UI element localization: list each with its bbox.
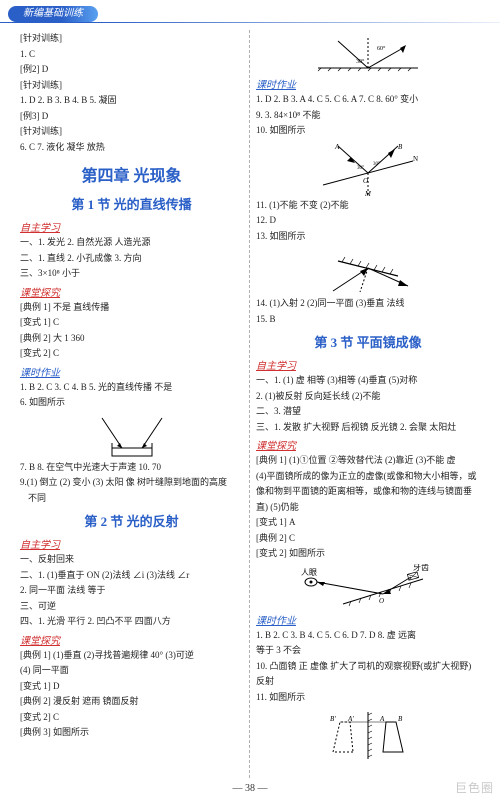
text-line: 11. (1)不能 不变 (2)不能 [256, 199, 480, 213]
text-line: 二、1. (1)垂直于 ON (2)法线 ∠i (3)法线 ∠r [20, 569, 243, 583]
svg-text:人眼: 人眼 [301, 568, 317, 577]
text-line: [典例 1] (1)①位置 ②等效替代法 (2)靠近 (3)不能 虚 [256, 454, 480, 468]
text-line: [典例 2] 漫反射 遮雨 镜面反射 [20, 695, 243, 709]
svg-text:30°: 30° [357, 166, 364, 171]
text-line: [例3] D [20, 110, 243, 124]
text-line: [典例 1] (1)垂直 (2)寻找普遍规律 40° (3)可逆 [20, 649, 243, 663]
ketang-label: 课堂探究 [256, 437, 480, 452]
header-title: 新编基础训练 [8, 6, 98, 22]
text-line: [变式 2] C [20, 347, 243, 361]
text-line: 像和物到平面镜的距离相等，或像和物的连线与镜面垂 [256, 485, 480, 499]
text-line: 2. 同一平面 法线 等于 [20, 584, 243, 598]
text-line: [典例 2] 大 1 360 [20, 332, 243, 346]
text-line: 直) (5)仍能 [256, 501, 480, 515]
text-line: 9.(1) 倒立 (2) 变小 (3) 太阳 像 树叶缝隙到地面的高度 [20, 476, 243, 490]
text-line: 6. 如图所示 [20, 396, 243, 410]
text-line: 1. B 2. C 3. B 4. C 5. C 6. D 7. D 8. 虚 … [256, 629, 480, 643]
text-line: [变式 2] 如图所示 [256, 547, 480, 561]
zizhu-label: 自主学习 [256, 357, 480, 372]
right-column: 30° 60° 课时作业 1. D 2. B 3. A 4. C 5. C 6.… [250, 30, 486, 778]
text-line: 11. 如图所示 [256, 691, 480, 705]
text-line: [针对训练] [20, 79, 243, 93]
text-line: 三、3×10⁸ 小于 [20, 267, 243, 281]
ketang-label: 课堂探究 [20, 284, 243, 299]
text-line: 二、1. 直线 2. 小孔成像 3. 方向 [20, 252, 243, 266]
text-line: 1. B 2. C 3. C 4. B 5. 光的直线传播 不是 [20, 381, 243, 395]
header-rule [0, 22, 500, 23]
text-line: 三、可逆 [20, 600, 243, 614]
text-line: [典例 3] 如图所示 [20, 726, 243, 740]
svg-text:O: O [363, 177, 368, 185]
text-line: 等于 3 不会 [256, 644, 480, 658]
ketang-label: 课堂探究 [20, 632, 243, 647]
section-title: 第 3 节 平面镜成像 [256, 332, 480, 351]
text-line: [变式 1] A [256, 516, 480, 530]
pinhole-diagram [92, 413, 172, 458]
text-line: 二、3. 潜望 [256, 405, 480, 419]
text-line: 2. (1)被反射 反向延长线 (2)不能 [256, 390, 480, 404]
text-line: 13. 如图所示 [256, 230, 480, 244]
text-line: 1. C [20, 48, 243, 62]
text-line: 反射 [256, 675, 480, 689]
zizhu-label: 自主学习 [20, 536, 243, 551]
text-line: 三、1. 发散 扩大视野 后视镜 反光镜 2. 会聚 太阳灶 [256, 421, 480, 435]
left-column: [针对训练] 1. C [例2] D [针对训练] 1. D 2. B 3. B… [14, 30, 250, 778]
rays-diagram: N M A B 30° 30° O [313, 141, 423, 196]
svg-text:M: M [364, 190, 372, 196]
text-line: 14. (1)入射 2 (2)同一平面 (3)垂直 法线 [256, 297, 480, 311]
text-line: 10. 凸面镜 正 虚像 扩大了司机的观察视野(或扩大视野) [256, 660, 480, 674]
text-line: 6. C 7. 液化 凝华 放热 [20, 141, 243, 155]
text-line: [变式 1] D [20, 680, 243, 694]
text-line: [变式 1] C [20, 316, 243, 330]
zizhu-label: 自主学习 [20, 219, 243, 234]
watermark: 巨色圈 [455, 779, 494, 796]
text-line: 12. D [256, 214, 480, 228]
svg-text:牙齿: 牙齿 [413, 564, 429, 572]
keshi-label: 课时作业 [20, 364, 243, 379]
eye-mirror-diagram: 人眼 牙齿 O [293, 564, 443, 609]
svg-text:B: B [398, 143, 403, 151]
svg-text:B': B' [330, 715, 336, 723]
page: 新编基础训练 [针对训练] 1. C [例2] D [针对训练] 1. D 2.… [0, 0, 500, 800]
text-line: 9. 3. 84×10⁸ 不能 [256, 109, 480, 123]
text-line: [例2] D [20, 63, 243, 77]
section-title: 第 2 节 光的反射 [20, 511, 243, 530]
text-line: 一、1. 发光 2. 自然光源 人造光源 [20, 236, 243, 250]
page-number: — 38 — [0, 783, 500, 794]
svg-text:30°: 30° [356, 58, 365, 65]
svg-text:A: A [334, 143, 340, 151]
keshi-label: 课时作业 [256, 76, 480, 91]
columns: [针对训练] 1. C [例2] D [针对训练] 1. D 2. B 3. B… [14, 30, 486, 778]
text-line: 7. B 8. 在空气中光速大于声速 10. 70 [20, 461, 243, 475]
keshi-label: 课时作业 [256, 612, 480, 627]
text-line: 1. D 2. B 3. B 4. B 5. 凝固 [20, 94, 243, 108]
text-line: [典例 2] C [256, 532, 480, 546]
text-line: 一、反射回来 [20, 553, 243, 567]
text-line: 一、1. (1) 虚 相等 (3)相等 (4)垂直 (5)对称 [256, 374, 480, 388]
text-line: 15. B [256, 313, 480, 327]
text-line: [典例 1] 不是 直线传播 [20, 301, 243, 315]
text-line: 10. 如图所示 [256, 124, 480, 138]
text-line: 1. D 2. B 3. A 4. C 5. C 6. A 7. C 8. 60… [256, 93, 480, 107]
text-line: [针对训练] [20, 32, 243, 46]
image-formation-diagram: A B A' B' [308, 707, 428, 762]
text-line: 四、1. 光滑 平行 2. 凹凸不平 四面八方 [20, 615, 243, 629]
svg-text:O: O [379, 597, 384, 605]
text-line: [针对训练] [20, 125, 243, 139]
mirror-diagram [318, 246, 418, 294]
text-line: [变式 2] C [20, 711, 243, 725]
svg-text:60°: 60° [377, 45, 386, 52]
angle-diagram: 30° 60° [308, 33, 428, 73]
svg-text:N: N [413, 155, 418, 163]
text-line: 不同 [20, 492, 243, 506]
svg-text:30°: 30° [373, 162, 380, 167]
chapter-title: 第四章 光现象 [20, 162, 243, 186]
svg-text:B: B [398, 715, 403, 723]
text-line: (4) 同一平面 [20, 664, 243, 678]
text-line: (4)平面镜所成的像为正立的虚像(或像和物大小相等，或 [256, 470, 480, 484]
section-title: 第 1 节 光的直线传播 [20, 194, 243, 213]
